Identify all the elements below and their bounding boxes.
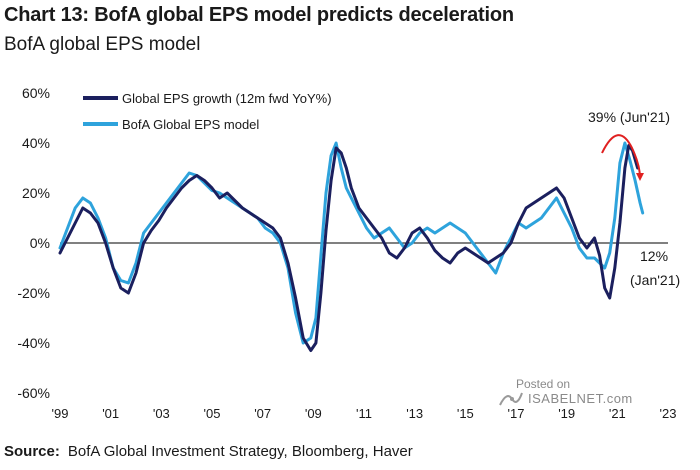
x-tick-label: '19 (558, 406, 575, 421)
x-tick-label: '09 (305, 406, 322, 421)
legend-label: BofA Global EPS model (122, 117, 259, 132)
source-label: Source: (4, 443, 60, 460)
x-tick-label: '05 (204, 406, 221, 421)
annotation-latest-date: (Jan'21) (630, 272, 680, 288)
source-note: Source: BofA Global Investment Strategy, … (4, 443, 413, 460)
x-tick-label: '07 (254, 406, 271, 421)
legend-label: Global EPS growth (12m fwd YoY%) (122, 91, 332, 106)
deceleration-arrow (601, 134, 644, 181)
x-tick-label: '15 (457, 406, 474, 421)
y-tick-label: 60% (22, 85, 50, 101)
annotation-peak: 39% (Jun'21) (588, 109, 670, 125)
x-tick-label: '03 (153, 406, 170, 421)
y-tick-label: 40% (22, 135, 50, 151)
series-layer (58, 141, 645, 352)
watermark-site: ISABELNET.com (528, 391, 633, 406)
x-tick-label: '01 (102, 406, 119, 421)
source-text: BofA Global Investment Strategy, Bloombe… (67, 443, 413, 460)
x-tick-label: '99 (52, 406, 69, 421)
chart-subtitle: BofA global EPS model (4, 34, 201, 55)
x-tick-label: '17 (508, 406, 525, 421)
y-tick-label: 20% (22, 185, 50, 201)
series-line-global-eps-growth (58, 144, 640, 352)
x-tick-label: '23 (660, 406, 677, 421)
y-tick-label: -20% (17, 285, 50, 301)
annotation-latest-value: 12% (640, 248, 668, 264)
annotations: 39% (Jun'21) 12% (Jan'21) (588, 109, 680, 288)
y-tick-label: 0% (30, 235, 50, 251)
x-tick-label: '13 (406, 406, 423, 421)
y-tick-label: -60% (17, 385, 50, 401)
y-axis: -60% -40% -20% 0% 20% 40% 60% (17, 85, 50, 401)
watermark-posted-on: Posted on (516, 377, 571, 391)
y-tick-label: -40% (17, 335, 50, 351)
isabelnet-logo-icon (498, 389, 524, 414)
series-line-bofa-eps-model (58, 141, 645, 345)
chart-title: Chart 13: BofA global EPS model predicts… (4, 4, 514, 26)
legend: Global EPS growth (12m fwd YoY%) BofA Glo… (83, 91, 332, 132)
x-tick-label: '11 (356, 406, 372, 421)
x-axis: '99 '01 '03 '05 '07 '09 '11 '13 '15 '17 '19 '21 '23 (52, 406, 677, 421)
x-tick-label: '21 (609, 406, 626, 421)
